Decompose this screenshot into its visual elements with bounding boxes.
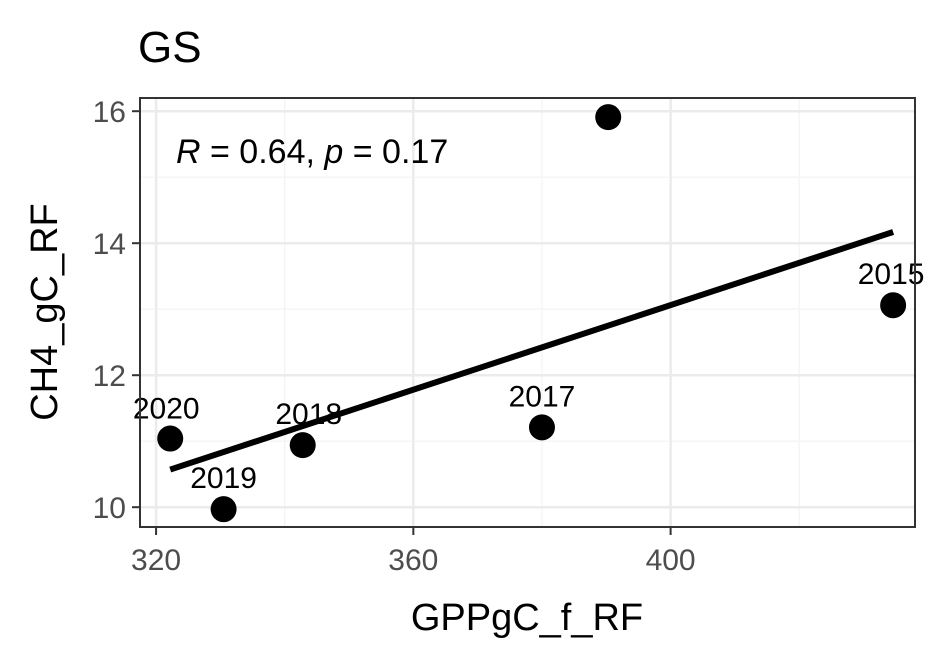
x-tick-label: 320 [131,544,181,577]
point-label: 2020 [133,393,200,426]
x-axis-title: GPPgC_f_RF [411,597,643,639]
data-point [528,414,555,441]
correlation-annotation: R = 0.64, p = 0.17 [176,133,448,171]
point-label: 2015 [858,258,925,291]
y-tick-label: 10 [93,492,126,525]
point-label: 2019 [190,462,257,495]
x-tick-label: 400 [646,544,696,577]
y-tick-label: 14 [93,228,126,261]
y-tick-label: 12 [93,360,126,393]
x-tick-label: 360 [388,544,438,577]
grid [140,98,915,527]
data-point [880,292,907,319]
point-label: 2017 [509,380,576,413]
x-axis: 320 360 400 [131,527,696,577]
data-point [157,425,184,452]
p-value: = 0.17 [343,133,448,171]
data-point [595,104,622,131]
r-symbol: R [176,133,201,171]
chart-title: GS [138,23,202,72]
y-axis-title: CH4_gC_RF [24,203,66,421]
p-symbol: p [323,133,343,171]
plot-panel-border [139,97,916,528]
point-labels: 2020 2019 2018 2017 2015 [133,258,925,495]
y-axis: 10 12 14 16 [93,96,140,525]
y-tick-label: 16 [93,96,126,129]
regression-line [169,229,895,473]
data-point [289,432,316,459]
data-points [157,104,907,523]
r-value: = 0.64, [201,133,325,171]
data-point [210,496,237,523]
point-label: 2018 [275,398,342,431]
